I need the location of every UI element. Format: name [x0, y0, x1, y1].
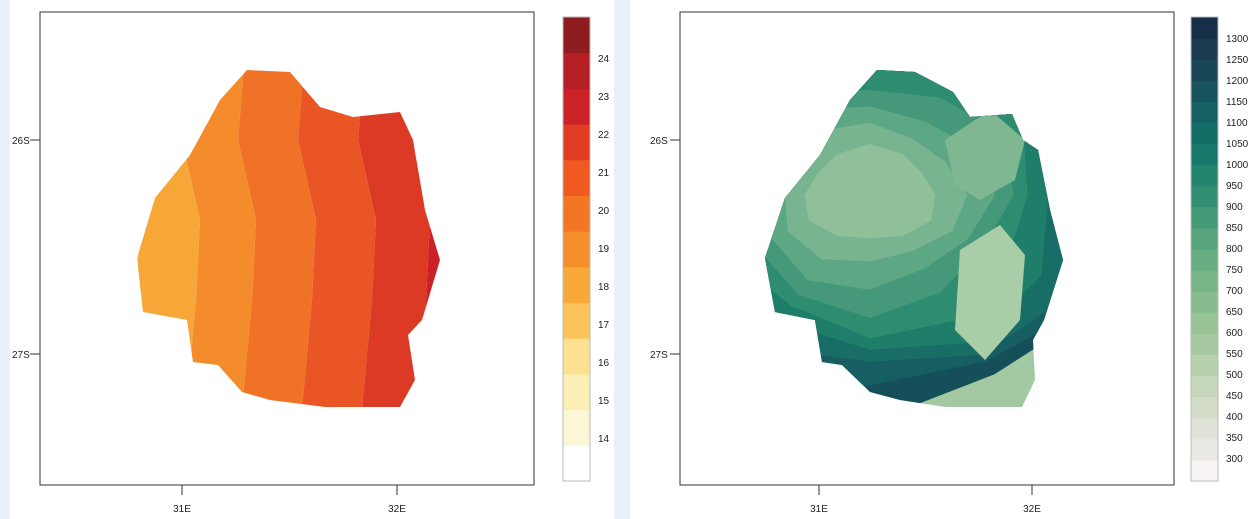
colorbar-label: 1300: [1226, 34, 1249, 45]
colorbar-label: 750: [1226, 265, 1243, 276]
colorbar-label: 21: [598, 168, 610, 179]
temperature-map-svg: 26S 27S 31E 32E 24 23 22 21 20 19 18 17 …: [12, 11, 610, 515]
contour-band: [182, 70, 256, 407]
colorbar-label: 400: [1226, 412, 1243, 423]
colorbar-swatch: [1191, 438, 1218, 461]
x-tick-label: 31E: [173, 504, 191, 515]
colorbar-label: 1000: [1226, 160, 1249, 171]
contour-band: [804, 144, 936, 239]
colorbar-label: 500: [1226, 370, 1243, 381]
colorbar-swatch: [563, 124, 590, 161]
temperature-colorbar: [563, 17, 590, 482]
colorbar-swatch: [1191, 375, 1218, 398]
colorbar-swatch: [1191, 122, 1218, 145]
colorbar-label: 550: [1226, 349, 1243, 360]
colorbar-outline: [1190, 16, 1219, 482]
colorbar-outline: [562, 16, 591, 482]
colorbar-swatch: [563, 17, 590, 54]
colorbar-swatch: [1191, 270, 1218, 292]
colorbar-label: 16: [598, 358, 610, 369]
colorbar-label: 450: [1226, 391, 1243, 402]
contour-band: [238, 70, 316, 407]
colorbar-label: 900: [1226, 202, 1243, 213]
contour-band: [955, 225, 1025, 360]
elevation-map-svg: 26S 27S 31E 32E 1300 1250 1200 1150 1100…: [650, 11, 1249, 515]
colorbar-swatch: [1191, 206, 1218, 229]
colorbar-label: 17: [598, 320, 610, 331]
colorbar-label: 300: [1226, 454, 1243, 465]
colorbar-labels: 24 23 22 21 20 19 18 17 16 15 14: [598, 54, 610, 445]
colorbar-swatch: [1191, 17, 1218, 39]
colorbar-swatch: [1191, 143, 1218, 166]
colorbar-swatch: [1191, 249, 1218, 271]
y-tick-label: 27S: [12, 350, 30, 361]
colorbar-swatch: [1191, 396, 1218, 419]
colorbar-swatch: [1191, 38, 1218, 60]
colorbar-label: 1150: [1226, 97, 1248, 108]
colorbar-label: 600: [1226, 328, 1243, 339]
colorbar-swatch: [563, 409, 590, 446]
colorbar-swatch: [563, 445, 590, 482]
colorbar-label: 14: [598, 434, 610, 445]
colorbar-swatch: [1191, 80, 1218, 102]
colorbar-swatch: [563, 231, 590, 268]
y-tick-label: 26S: [12, 136, 30, 147]
colorbar-label: 850: [1226, 223, 1243, 234]
temperature-map-panel: 26S 27S 31E 32E 24 23 22 21 20 19 18 17 …: [10, 0, 614, 519]
colorbar-swatch: [563, 266, 590, 304]
colorbar-label: 650: [1226, 307, 1243, 318]
colorbar-label: 1050: [1226, 139, 1249, 150]
colorbar-swatch: [1191, 312, 1218, 334]
x-tick-label: 32E: [1023, 504, 1041, 515]
y-tick-label: 26S: [650, 136, 668, 147]
colorbar-swatch: [1191, 333, 1218, 355]
colorbar-swatch: [1191, 459, 1218, 482]
elevation-colorbar: [1191, 17, 1218, 482]
colorbar-label: 22: [598, 130, 610, 141]
colorbar-swatch: [563, 338, 590, 375]
colorbar-swatch: [1191, 291, 1218, 313]
colorbar-swatch: [1191, 59, 1218, 81]
y-axis: 26S 27S: [650, 136, 680, 361]
colorbar-label: 1250: [1226, 55, 1249, 66]
colorbar-swatch: [1191, 101, 1218, 123]
colorbar-swatch: [1191, 164, 1218, 187]
colorbar-label: 800: [1226, 244, 1243, 255]
colorbar-swatch: [1191, 227, 1218, 250]
contour-band: [298, 70, 376, 407]
x-tick-label: 31E: [810, 504, 828, 515]
colorbar-swatch: [1191, 185, 1218, 208]
colorbar-swatch: [563, 195, 590, 232]
colorbar-swatch: [563, 302, 590, 339]
colorbar-labels: 1300 1250 1200 1150 1100 1050 1000 950 9…: [1226, 34, 1249, 465]
colorbar-label: 23: [598, 92, 610, 103]
colorbar-swatch: [563, 88, 590, 125]
colorbar-swatch: [563, 373, 590, 411]
colorbar-swatch: [563, 159, 590, 196]
colorbar-swatch: [1191, 354, 1218, 377]
colorbar-label: 700: [1226, 286, 1243, 297]
x-tick-label: 32E: [388, 504, 406, 515]
colorbar-label: 15: [598, 396, 610, 407]
elevation-map-panel: 26S 27S 31E 32E 1300 1250 1200 1150 1100…: [630, 0, 1252, 519]
colorbar-label: 1100: [1226, 118, 1248, 129]
colorbar-swatch: [1191, 417, 1218, 440]
y-axis: 26S 27S: [12, 136, 40, 361]
colorbar-label: 24: [598, 54, 610, 65]
contour-band: [945, 110, 1025, 200]
y-tick-label: 27S: [650, 350, 668, 361]
colorbar-label: 1200: [1226, 76, 1249, 87]
colorbar-label: 18: [598, 282, 610, 293]
colorbar-label: 19: [598, 244, 610, 255]
x-axis: 31E 32E: [173, 485, 406, 515]
x-axis: 31E 32E: [810, 485, 1041, 515]
colorbar-label: 20: [598, 206, 610, 217]
colorbar-label: 350: [1226, 433, 1243, 444]
colorbar-label: 950: [1226, 181, 1243, 192]
colorbar-swatch: [563, 52, 590, 89]
